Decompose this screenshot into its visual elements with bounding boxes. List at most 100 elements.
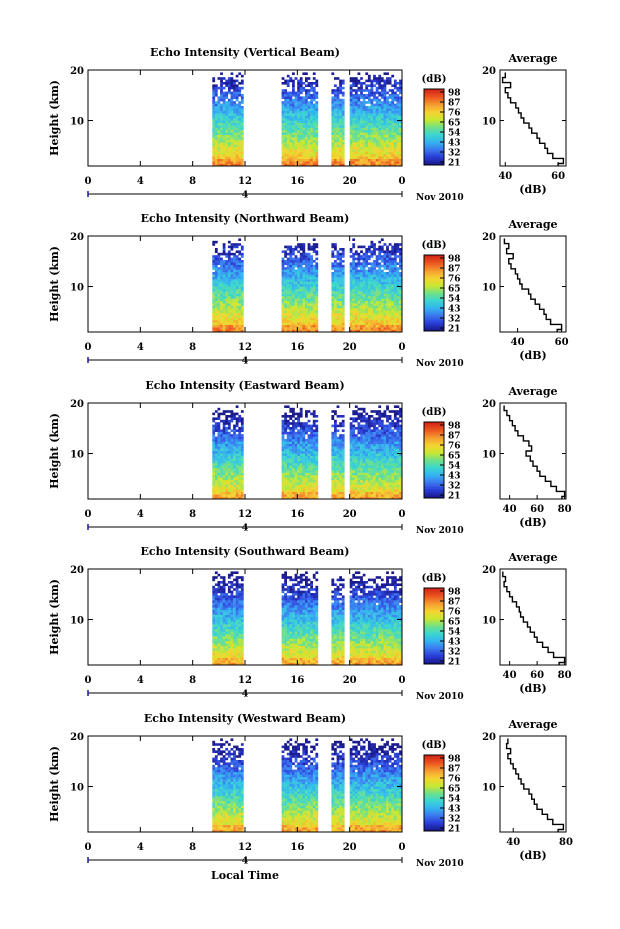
- heatmap-cell: [352, 470, 356, 473]
- heatmap-cell: [388, 308, 392, 311]
- heatmap-cell: [378, 86, 382, 90]
- heatmap-cell: [391, 315, 395, 318]
- heatmap-cell: [370, 279, 374, 282]
- heatmap-cell: [217, 139, 221, 143]
- heatmap-cell: [240, 262, 244, 265]
- heatmap-cell: [383, 91, 387, 95]
- heatmap-cell: [227, 436, 231, 440]
- heatmap-cell: [233, 496, 236, 500]
- heatmap-cell: [386, 156, 389, 159]
- heatmap-cell: [380, 475, 384, 478]
- heatmap-cell: [396, 86, 400, 90]
- heatmap-cell: [331, 262, 335, 265]
- heatmap-cell: [373, 310, 376, 313]
- heatmap-cell: [339, 79, 342, 83]
- heatmap-cell: [362, 106, 366, 109]
- heatmap-cell: [227, 250, 231, 253]
- heatmap-cell: [235, 284, 239, 287]
- heatmap-cell: [360, 274, 363, 277]
- heatmap-cell: [354, 257, 358, 261]
- heatmap-cell: [367, 291, 371, 294]
- heatmap-cell: [286, 279, 290, 282]
- heatmap-cell: [222, 103, 226, 107]
- heatmap-cell: [312, 120, 316, 123]
- heatmap-cell: [393, 113, 397, 116]
- heatmap-cell: [341, 151, 345, 155]
- heatmap-cell: [286, 149, 290, 152]
- heatmap-cell: [365, 89, 369, 92]
- heatmap-cell: [386, 477, 389, 480]
- heatmap-cell: [225, 118, 229, 121]
- heatmap-cell: [294, 120, 298, 123]
- heatmap-cell: [233, 448, 236, 452]
- heatmap-cell: [362, 312, 366, 316]
- heatmap-cell: [227, 151, 231, 155]
- heatmap-cell: [380, 315, 384, 318]
- heatmap-cell: [286, 291, 290, 294]
- heatmap-cell: [212, 448, 216, 452]
- heatmap-cell: [302, 281, 306, 285]
- heatmap-cell: [386, 163, 389, 167]
- heatmap-cell: [396, 151, 400, 155]
- heatmap-cell: [396, 122, 400, 126]
- heatmap-cell: [380, 291, 384, 294]
- heatmap-cell: [396, 296, 400, 299]
- heatmap-cell: [305, 276, 308, 280]
- heatmap-cell: [235, 470, 239, 473]
- heatmap-cell: [396, 137, 400, 140]
- heatmap-cell: [225, 451, 229, 454]
- colorbar-segment: [424, 153, 444, 156]
- heatmap-cell: [238, 467, 242, 471]
- heatmap-cell: [281, 91, 285, 95]
- heatmap-cell: [240, 252, 244, 256]
- heatmap-cell: [235, 417, 239, 420]
- heatmap-cell: [214, 479, 218, 483]
- heatmap-cell: [315, 284, 319, 287]
- heatmap-cell: [354, 489, 358, 492]
- heatmap-cell: [341, 279, 345, 282]
- heatmap-cell: [238, 291, 242, 294]
- heatmap-cell: [299, 158, 303, 162]
- heatmap-cell: [334, 487, 337, 490]
- heatmap-cell: [299, 308, 303, 311]
- heatmap-cell: [305, 120, 308, 123]
- heatmap-cell: [217, 451, 221, 454]
- heatmap-cell: [222, 130, 226, 133]
- heatmap-cell: [388, 120, 392, 123]
- heatmap-cell: [305, 415, 308, 418]
- heatmap-cell: [399, 310, 402, 313]
- heatmap-cell: [380, 146, 384, 150]
- heatmap-cell: [378, 79, 382, 83]
- heatmap-cell: [235, 453, 239, 456]
- heatmap-cell: [238, 274, 242, 277]
- heatmap-cell: [339, 255, 342, 258]
- heatmap-cell: [378, 106, 382, 109]
- heatmap-cell: [235, 279, 239, 282]
- heatmap-cell: [367, 300, 371, 304]
- colorbar-segment: [424, 293, 444, 296]
- heatmap-cell: [399, 286, 402, 289]
- heatmap-cell: [230, 288, 234, 292]
- heatmap-cell: [289, 439, 293, 442]
- heatmap-cell: [305, 122, 308, 126]
- heatmap-cell: [391, 482, 395, 485]
- heatmap-cell: [212, 158, 216, 162]
- heatmap-cell: [373, 274, 376, 277]
- heatmap-cell: [225, 494, 229, 497]
- heatmap-cell: [310, 296, 313, 299]
- panel-title: Echo Intensity (Eastward Beam): [145, 379, 344, 392]
- heatmap-cell: [235, 429, 239, 432]
- heatmap-cell: [233, 137, 236, 140]
- heatmap-cell: [383, 279, 387, 282]
- heatmap-cell: [222, 158, 226, 162]
- heatmap-cell: [386, 296, 389, 299]
- heatmap-cell: [373, 293, 376, 297]
- heatmap-cell: [302, 293, 306, 297]
- heatmap-cell: [310, 427, 313, 430]
- heatmap-cell: [349, 151, 353, 155]
- heatmap-cell: [375, 264, 379, 268]
- heatmap-cell: [375, 472, 379, 476]
- heatmap-cell: [240, 448, 244, 452]
- heatmap-cell: [292, 260, 295, 263]
- heatmap-cell: [378, 146, 382, 150]
